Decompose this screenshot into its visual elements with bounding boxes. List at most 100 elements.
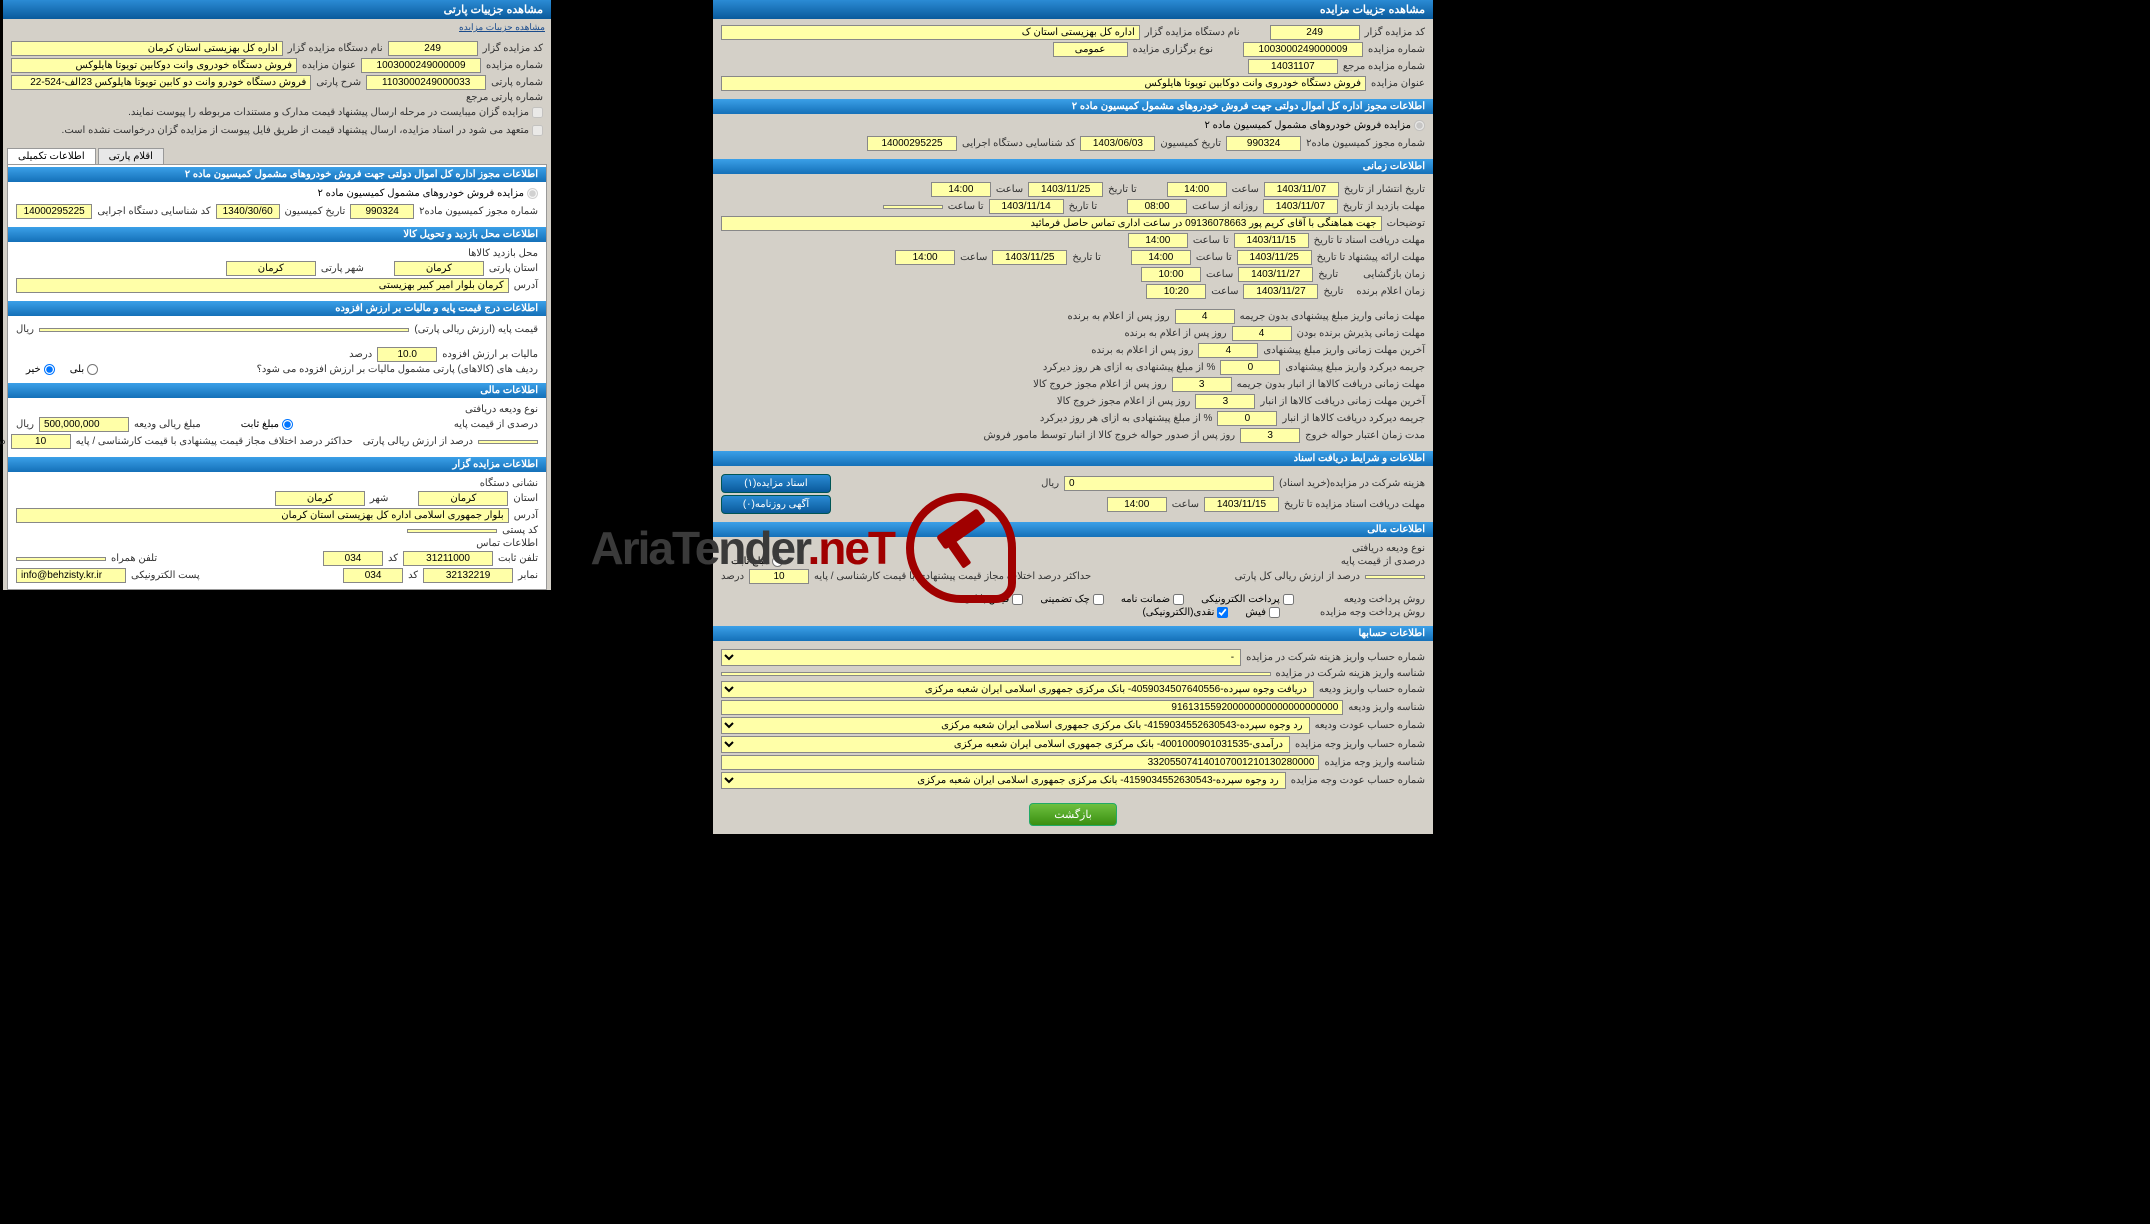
label: شماره مزایده	[1368, 44, 1425, 55]
label: آخرین مهلت زمانی واریز مبلغ پیشنهادی	[1263, 345, 1425, 356]
val: 0	[1220, 360, 1280, 375]
chk-guarantee[interactable]: ضمانت نامه	[1121, 594, 1184, 605]
label: نوع ودیعه دریافتی	[16, 404, 538, 415]
label: شماره حساب عودت وجه مزایده	[1291, 775, 1425, 786]
header-auctioneer: اطلاعات مزایده گزار	[8, 457, 546, 472]
label: روز پس از اعلام مجوز خروج کالا	[1057, 396, 1191, 407]
label: کد پستی	[502, 525, 538, 536]
title: فروش دستگاه خودروی وانت دوکابین تویوتا ه…	[11, 58, 297, 73]
acc3-select[interactable]: دریافت وجوه سپرده-4059034507640556- بانک…	[721, 681, 1314, 698]
label: استان	[513, 493, 538, 504]
code: 249	[388, 41, 478, 56]
label: تلفن همراه	[111, 553, 157, 564]
label: روز پس از صدور حواله خروج کالا از انبار …	[984, 430, 1236, 441]
acc2	[721, 672, 1271, 676]
label: حداکثر درصد اختلاف مجاز قیمت پیشنهادی با…	[76, 436, 353, 447]
val: 3	[1240, 428, 1300, 443]
label: ساعت	[1232, 184, 1259, 195]
lic-num: 990324	[350, 204, 414, 219]
vat-no[interactable]: خیر	[26, 364, 55, 375]
pub-to-2: 1403/11/25	[992, 250, 1067, 265]
address: کرمان بلوار امیر کبیر بهزیستی	[16, 278, 509, 293]
label: ساعت	[1172, 499, 1199, 510]
acc8-select[interactable]: رد وجوه سپرده-4159034552630543- بانک مرک…	[721, 772, 1286, 789]
label: هزینه شرکت در مزایده(خرید اسناد)	[1279, 478, 1425, 489]
label: نشانی دستگاه	[16, 478, 538, 489]
org-name: اداره کل بهزیستی استان ک	[721, 25, 1140, 40]
fax-code: 034	[343, 568, 403, 583]
label: ساعت	[1211, 286, 1238, 297]
acc7: 332055074140107001210130280000	[721, 755, 1319, 770]
lic-type-radio: مزایده فروش خودروهای مشمول کمیسیون ماده …	[317, 188, 538, 199]
label: شماره پارتی مرجع	[466, 92, 543, 103]
city2: کرمان	[275, 491, 365, 506]
label: اطلاعات تماس	[16, 538, 538, 549]
view-auction-link[interactable]: مشاهده جزییات مزایده	[459, 22, 545, 32]
fax: 32132219	[423, 568, 513, 583]
label: درصدی از قیمت پایه	[1341, 556, 1425, 567]
chk-epay[interactable]: پرداخت الکترونیکی	[1201, 594, 1294, 605]
lic-date: 1340/30/60	[216, 204, 280, 219]
auction-details-pane: مشاهده جزییات مزایده کد مزایده گزار 249 …	[713, 0, 1433, 834]
header-license2: اطلاعات مجوز اداره کل اموال دولتی جهت فر…	[8, 167, 546, 182]
header-time: اطلاعات زمانی	[713, 159, 1433, 174]
doc-rcv: 1403/11/15	[1234, 233, 1309, 248]
visit-to-time	[883, 205, 943, 209]
acc1-select[interactable]: -	[721, 649, 1241, 666]
label: تاریخ کمیسیون	[1160, 138, 1221, 149]
val: 4	[1232, 326, 1292, 341]
postal	[407, 529, 497, 533]
header-details: مشاهده جزییات مزایده	[713, 0, 1433, 19]
tab-party-items[interactable]: اقلام پارتی	[98, 148, 164, 164]
fixed-radio2[interactable]: مبلغ ثابت	[241, 419, 293, 430]
acc6-select[interactable]: درآمدی-4001000901031535- بانک مرکزی جمهو…	[721, 736, 1290, 753]
label: تاریخ	[1323, 286, 1343, 297]
val: 3	[1172, 377, 1232, 392]
num: 1003000249000009	[361, 58, 481, 73]
auction-code: 249	[1270, 25, 1360, 40]
label: پست الکترونیکی	[131, 570, 200, 581]
label: مهلت زمانی دریافت کالاها از انبار بدون ج…	[1237, 379, 1425, 390]
val: 4	[1175, 309, 1235, 324]
note-chk2: متعهد می شود در اسناد مزایده، ارسال پیشن…	[62, 123, 543, 138]
auction-number: 1003000249000009	[1243, 42, 1363, 57]
vat-yes[interactable]: بلی	[70, 364, 98, 375]
label: ریال	[1041, 478, 1059, 489]
label: نوع برگزاری مزایده	[1133, 44, 1213, 55]
label: % از مبلغ پیشنهادی به ازای هر روز دیرکرد	[1040, 413, 1213, 424]
chk-check[interactable]: چک تضمینی	[1040, 594, 1104, 605]
label: تا تاریخ	[1072, 252, 1101, 263]
label: نام دستگاه مزایده گزار	[1145, 27, 1240, 38]
label: زمان اعلام برنده	[1356, 286, 1425, 297]
label: مهلت بازدید از تاریخ	[1343, 201, 1425, 212]
city: کرمان	[226, 261, 316, 276]
label: تا ساعت	[948, 201, 984, 212]
chk-cash[interactable]: نقدی(الکترونیکی)	[1142, 607, 1228, 618]
label: تاریخ	[1318, 269, 1338, 280]
chk-fish[interactable]: فیش	[1245, 607, 1280, 618]
email: info@behzisty.kr.ir	[16, 568, 126, 583]
back-button[interactable]: بازگشت	[1029, 803, 1117, 826]
label: مدت زمان اعتبار حواله خروج	[1305, 430, 1425, 441]
label: ریال	[16, 324, 34, 335]
label: شرح پارتی	[316, 77, 361, 88]
label: تلفن ثابت	[498, 553, 538, 564]
pub-from-time: 14:00	[1167, 182, 1227, 197]
phone-code: 034	[323, 551, 383, 566]
label: ساعت	[1206, 269, 1233, 280]
org: اداره کل بهزیستی استان کرمان	[11, 41, 283, 56]
label: تا تاریخ	[1108, 184, 1137, 195]
label: روز پس از اعلام به برنده	[1091, 345, 1193, 356]
header-accounts: اطلاعات حسابها	[713, 626, 1433, 641]
acc5-select[interactable]: رد وجوه سپرده-4159034552630543- بانک مرک…	[721, 717, 1310, 734]
province2: کرمان	[418, 491, 508, 506]
label: مهلت دریافت اسناد مزایده تا تاریخ	[1284, 499, 1425, 510]
label: آدرس	[514, 280, 538, 291]
notes: جهت هماهنگی با آقای کریم پور 09136078663…	[721, 216, 1382, 231]
tab-extra-info[interactable]: اطلاعات تکمیلی	[7, 148, 96, 164]
label: نام دستگاه مزایده گزار	[288, 43, 383, 54]
auction-type: عمومی	[1053, 42, 1128, 57]
val: 3	[1195, 394, 1255, 409]
offer-time-2: 14:00	[895, 250, 955, 265]
open-date: 1403/11/27	[1238, 267, 1313, 282]
